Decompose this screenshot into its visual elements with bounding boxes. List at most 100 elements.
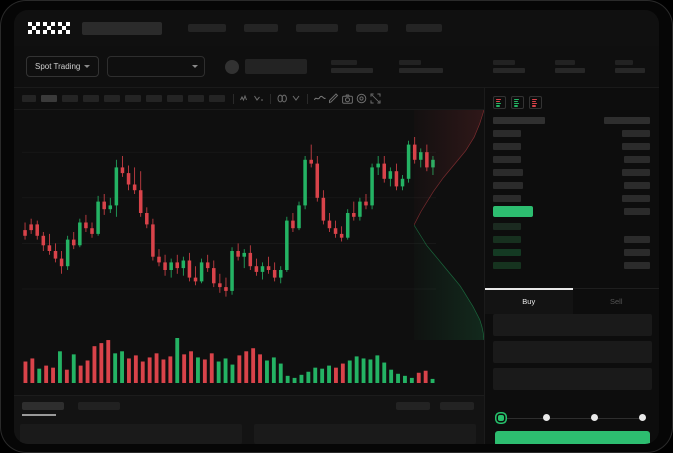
okx-logo-icon[interactable] (28, 22, 70, 34)
timeframe-2[interactable] (41, 95, 57, 102)
mid-price-value (493, 206, 533, 217)
buy-sell-tabs: Buy Sell (485, 288, 659, 314)
amount-field[interactable] (493, 341, 652, 363)
orderbook-row[interactable] (485, 233, 659, 246)
market-info-bar: Spot Trading (14, 46, 659, 88)
order-form (485, 314, 659, 395)
orderbook-row[interactable] (485, 259, 659, 272)
chart-type-icon[interactable] (253, 92, 266, 105)
orderbook-and-ticket-panel: Buy Sell (484, 88, 659, 444)
orders-panel-cards (20, 424, 476, 444)
orderbook-view-toggles (493, 96, 542, 109)
place-buy-order-button[interactable] (495, 431, 650, 444)
tab-order-history[interactable] (78, 402, 120, 410)
orderbook-row[interactable] (485, 140, 659, 153)
timeframe-9[interactable] (188, 95, 204, 102)
orderbook-price-cell (493, 249, 521, 256)
timeframe-3[interactable] (62, 95, 78, 102)
fullscreen-icon[interactable] (369, 92, 382, 105)
orderbook-price-cell (493, 156, 521, 163)
stepper-dot-3[interactable] (639, 414, 646, 421)
draw-tools-icon[interactable] (327, 92, 340, 105)
candlestick-chart-canvas (22, 137, 436, 383)
orders-card-2[interactable] (254, 424, 476, 444)
orderbook-row[interactable] (485, 246, 659, 259)
toolbar-divider (270, 93, 271, 104)
stepper-track (499, 417, 646, 419)
orderbook-price-cell (493, 130, 521, 137)
tab-open-orders[interactable] (22, 402, 64, 410)
orderbook-row[interactable] (485, 179, 659, 192)
app-screen: Spot Trading (14, 10, 659, 444)
orderbook-both-icon[interactable] (493, 96, 506, 109)
timeframe-5[interactable] (104, 95, 120, 102)
nav-item-trade[interactable] (244, 24, 278, 32)
orderbook-row[interactable] (485, 166, 659, 179)
market-stat-low (493, 60, 525, 73)
search-input[interactable] (82, 21, 162, 35)
orderbook-mid-price-row[interactable] (485, 205, 659, 220)
tab-sell-label: Sell (609, 297, 623, 306)
compare-icon[interactable] (276, 92, 289, 105)
stepper-dot-0[interactable] (498, 414, 504, 421)
timeframe-1[interactable] (22, 95, 36, 102)
orderbook-size-cell (622, 169, 650, 176)
orderbook-price-cell (493, 169, 523, 176)
timeframe-8[interactable] (167, 95, 183, 102)
orders-card-1[interactable] (20, 424, 242, 444)
spot-trading-label: Spot Trading (35, 62, 81, 71)
stepper-dot-1[interactable] (543, 414, 550, 421)
orderbook-header-row (485, 114, 659, 127)
price-field[interactable] (493, 314, 652, 336)
orderbook-size-cell (624, 262, 650, 269)
orderbook-rows[interactable] (485, 114, 659, 272)
top-navigation-bar (14, 10, 659, 46)
orders-action-1[interactable] (396, 402, 430, 410)
orderbook-row[interactable] (485, 127, 659, 140)
orderbook-asks-icon[interactable] (529, 96, 542, 109)
total-field[interactable] (493, 368, 652, 390)
orderbook-price-cell (493, 182, 523, 189)
orderbook-price-cell (493, 262, 521, 269)
toolbar-divider (307, 93, 308, 104)
orderbook-row[interactable] (485, 153, 659, 166)
orderbook-price-cell (493, 143, 521, 150)
last-price-value (245, 59, 308, 74)
timeframe-6[interactable] (125, 95, 141, 102)
line-chart-icon[interactable] (313, 92, 326, 105)
nav-item-derivatives[interactable] (296, 24, 338, 32)
tab-buy-label: Buy (522, 297, 536, 306)
market-stat-change (331, 60, 374, 73)
orderbook-size-cell (624, 182, 650, 189)
orders-action-2[interactable] (440, 402, 474, 410)
orderbook-size-cell (624, 236, 650, 243)
orderbook-price-cell (493, 195, 521, 202)
nav-item-more[interactable] (406, 24, 442, 32)
chart-toolbar (14, 88, 484, 110)
spot-trading-selector[interactable]: Spot Trading (26, 56, 100, 77)
amount-percent-stepper[interactable] (495, 413, 650, 423)
orderbook-row[interactable] (485, 192, 659, 205)
nav-item-earn[interactable] (356, 24, 388, 32)
orderbook-bids-icon[interactable] (511, 96, 524, 109)
tab-buy[interactable]: Buy (485, 288, 573, 314)
camera-icon[interactable] (341, 92, 354, 105)
nav-item-markets[interactable] (188, 24, 226, 32)
timeframe-7[interactable] (146, 95, 162, 102)
trading-pair-select[interactable] (107, 56, 206, 77)
orderbook-price-cell (493, 223, 521, 230)
layout-icon[interactable] (290, 92, 303, 105)
price-chart[interactable] (14, 110, 484, 395)
orderbook-row[interactable] (485, 220, 659, 233)
orders-panel (14, 395, 484, 444)
orders-panel-actions (396, 402, 474, 410)
timeframe-4[interactable] (83, 95, 99, 102)
orderbook-size-cell (624, 208, 650, 215)
tab-sell[interactable]: Sell (572, 289, 659, 314)
orderbook-price-cell (493, 117, 545, 124)
timeframe-10[interactable] (209, 95, 225, 102)
stepper-dot-2[interactable] (591, 414, 598, 421)
settings-gear-icon[interactable] (355, 92, 368, 105)
indicators-icon[interactable] (239, 92, 252, 105)
